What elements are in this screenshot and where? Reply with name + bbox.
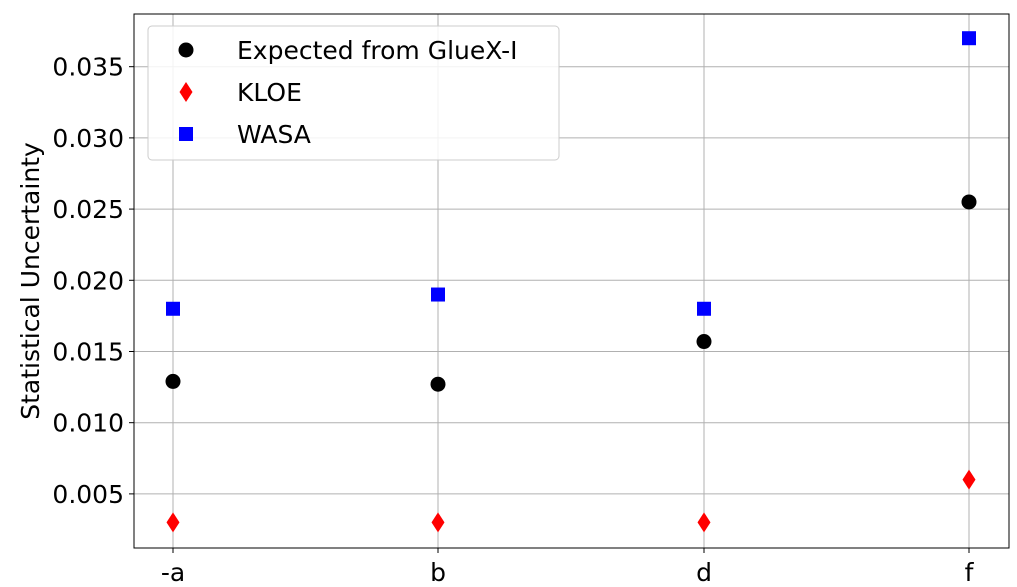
point-circle [696,334,712,350]
y-tick-label: 0.015 [52,337,124,366]
x-tick-label: f [965,558,975,587]
y-tick-label: 0.030 [52,124,124,153]
legend-label: Expected from GlueX-I [237,36,518,65]
x-tick-label: b [430,558,446,587]
y-tick-label: 0.020 [52,266,124,295]
legend-label: WASA [237,120,311,149]
y-tick-label: 0.005 [52,480,124,509]
point-diamond [697,512,711,533]
point-diamond [431,512,445,533]
y-tick-label: 0.010 [52,409,124,438]
legend-marker-square [179,127,193,141]
legend: Expected from GlueX-I KLOE WASA [147,25,560,161]
y-tick-label: 0.025 [52,195,124,224]
point-square [697,301,711,316]
legend-marker-circle [178,42,194,58]
point-circle [430,376,446,392]
legend-label: KLOE [237,78,302,107]
point-square [431,287,445,302]
x-tick-label: d [696,558,712,587]
point-circle [165,373,181,389]
data-points [165,31,977,533]
y-tick-label: 0.035 [52,53,124,82]
point-square [166,301,180,316]
legend-box [147,25,560,161]
y-axis-label: Statistical Uncertainty [16,142,45,420]
x-axis: -a b d f [161,548,975,587]
point-diamond [962,469,976,490]
plot-frame [133,13,1010,549]
point-circle [961,194,977,210]
x-tick-label: -a [161,558,185,587]
point-diamond [166,512,180,533]
legend-marker-diamond [179,82,193,102]
point-square [962,31,976,46]
y-axis: 0.005 0.010 0.015 0.020 0.025 0.030 0.035 [52,53,134,509]
